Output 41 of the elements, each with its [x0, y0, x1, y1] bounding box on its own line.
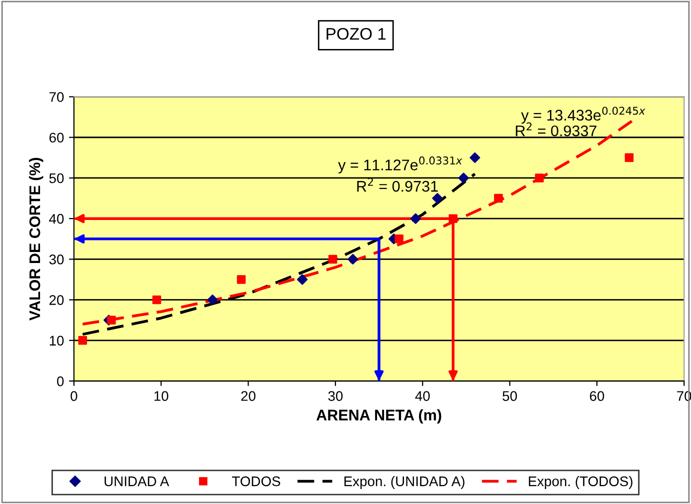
x-tick-label: 50: [502, 391, 517, 401]
legend-label: Expon. (UNIDAD A): [344, 476, 464, 489]
y-axis-title: VALOR DE CORTE (%): [28, 158, 44, 321]
x-tick-label: 70: [677, 391, 691, 401]
x-axis-title: ARENA NETA (m): [316, 409, 442, 424]
point: [470, 152, 480, 163]
y-tick-label: 30: [49, 254, 64, 264]
point: [152, 295, 162, 304]
y-tick-label: 50: [49, 173, 64, 184]
point: [624, 153, 634, 162]
point: [236, 275, 246, 284]
point: [448, 214, 458, 223]
x-tick-label: 10: [154, 391, 168, 401]
point: [394, 234, 404, 244]
point: [535, 174, 544, 182]
point: [107, 316, 116, 324]
x-tick-label: 40: [415, 391, 430, 401]
x-tick-label: 60: [590, 391, 604, 401]
y-tick-label: 40: [49, 214, 64, 224]
x-tick-label: 20: [241, 391, 256, 401]
point: [458, 172, 469, 184]
point: [410, 213, 421, 224]
point: [297, 274, 308, 285]
point: [207, 294, 218, 306]
chart-title: POZO 1: [326, 28, 386, 40]
y-tick-label: 0: [57, 376, 64, 386]
point: [432, 192, 443, 204]
legend-label: Expon. (TODOS): [528, 476, 632, 489]
y-tick-label: 10: [50, 336, 64, 346]
point: [328, 254, 338, 264]
point: [494, 194, 503, 203]
legend-label: UNIDAD A: [104, 476, 170, 486]
annotation: y = 11.127e$^{0.0331x}$: [338, 156, 462, 174]
legend-label: TODOS: [232, 476, 280, 486]
point: [348, 254, 358, 264]
point: [78, 336, 88, 345]
y-tick-label: 20: [49, 295, 64, 305]
x-tick-label: 30: [328, 391, 343, 401]
y-tick-label: 70: [49, 92, 64, 102]
y-tick-label: 60: [49, 132, 64, 143]
x-tick-label: 0: [70, 391, 78, 401]
